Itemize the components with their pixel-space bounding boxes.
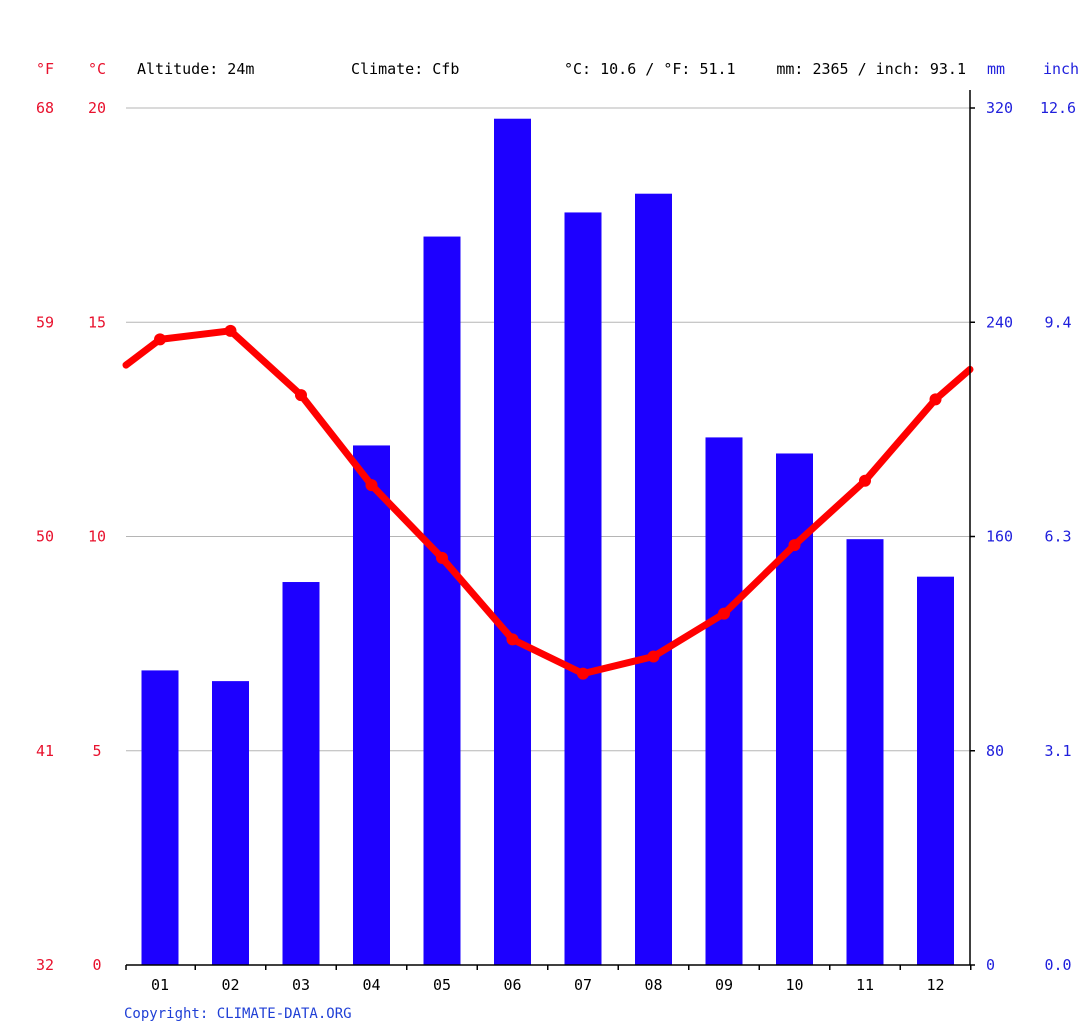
tick-label-c: 15 (88, 313, 106, 331)
month-label-11: 11 (856, 976, 874, 994)
average-temperature-label: °C: 10.6 / °F: 51.1 (564, 60, 736, 78)
tick-label-inch: 3.1 (1044, 742, 1071, 760)
precip-bar-08 (635, 194, 672, 965)
tick-label-inch: 6.3 (1044, 528, 1071, 546)
temp-point-07 (577, 668, 589, 680)
month-label-09: 09 (715, 976, 733, 994)
altitude-label: Altitude: 24m (137, 60, 254, 78)
tick-label-mm: 320 (986, 99, 1013, 117)
precipitation-bars (142, 119, 955, 965)
tick-label-f: 59 (36, 313, 54, 331)
tick-label-mm: 0 (986, 956, 995, 974)
tick-label-c: 5 (92, 742, 101, 760)
temp-point-09 (718, 608, 730, 620)
temp-point-11 (859, 475, 871, 487)
temp-point-05 (436, 552, 448, 564)
climate-label: Climate: Cfb (351, 60, 459, 78)
precip-bar-02 (212, 681, 249, 965)
tick-label-f: 50 (36, 528, 54, 546)
precip-bar-06 (494, 119, 531, 965)
tick-label-f: 32 (36, 956, 54, 974)
precip-bar-11 (847, 539, 884, 965)
tick-label-mm: 160 (986, 528, 1013, 546)
month-label-03: 03 (292, 976, 310, 994)
precip-bar-07 (565, 212, 602, 965)
month-label-10: 10 (785, 976, 803, 994)
tick-label-inch: 12.6 (1040, 99, 1076, 117)
precip-bar-12 (917, 577, 954, 965)
precip-bar-01 (142, 670, 179, 965)
temperature-line-path (126, 331, 970, 674)
tick-label-c: 20 (88, 99, 106, 117)
temp-point-12 (930, 393, 942, 405)
copyright-label: Copyright: CLIMATE-DATA.ORG (124, 1006, 352, 1022)
tick-label-c: 10 (88, 528, 106, 546)
tick-label-mm: 80 (986, 742, 1004, 760)
month-label-12: 12 (926, 976, 944, 994)
precip-bar-04 (353, 445, 390, 965)
temp-point-02 (225, 325, 237, 337)
tick-label-f: 68 (36, 99, 54, 117)
temp-point-06 (507, 633, 519, 645)
celsius-unit-label: °C (88, 60, 106, 78)
temp-point-01 (154, 333, 166, 345)
tick-label-f: 41 (36, 742, 54, 760)
month-label-02: 02 (221, 976, 239, 994)
tick-label-mm: 240 (986, 313, 1013, 331)
precip-bar-03 (283, 582, 320, 965)
month-label-01: 01 (151, 976, 169, 994)
tick-label-inch: 0.0 (1044, 956, 1071, 974)
month-label-04: 04 (362, 976, 380, 994)
total-precipitation-label: mm: 2365 / inch: 93.1 (776, 60, 966, 78)
inch-unit-label: inch (1043, 60, 1079, 78)
month-label-08: 08 (644, 976, 662, 994)
month-label-05: 05 (433, 976, 451, 994)
temp-point-03 (295, 389, 307, 401)
temp-point-10 (789, 539, 801, 551)
tick-label-c: 0 (92, 956, 101, 974)
mm-unit-label: mm (987, 60, 1005, 78)
temp-point-08 (648, 650, 660, 662)
temp-point-04 (366, 479, 378, 491)
tick-label-inch: 9.4 (1044, 313, 1071, 331)
precip-bar-05 (424, 237, 461, 965)
temperature-line (126, 325, 970, 680)
fahrenheit-unit-label: °F (36, 60, 54, 78)
month-label-07: 07 (574, 976, 592, 994)
precip-bar-09 (706, 437, 743, 965)
month-label-06: 06 (503, 976, 521, 994)
